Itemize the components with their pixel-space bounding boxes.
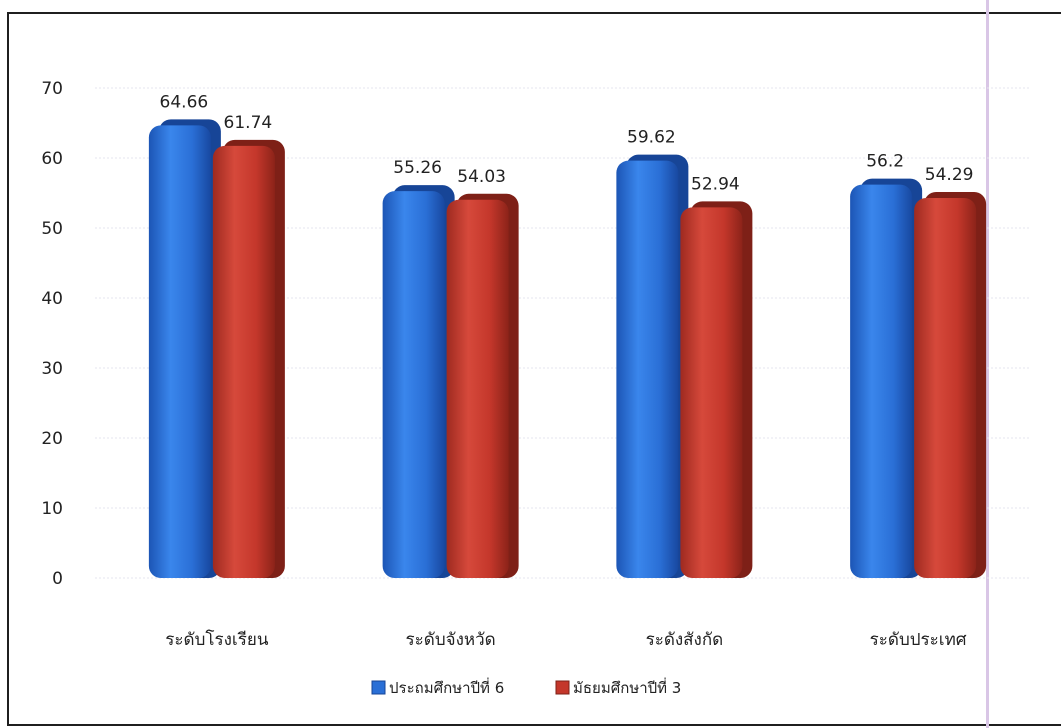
data-label: 61.74 bbox=[224, 113, 273, 133]
y-tick-label: 70 bbox=[41, 79, 63, 99]
legend-swatch bbox=[371, 680, 386, 695]
data-label: 54.29 bbox=[925, 165, 974, 185]
data-label: 64.66 bbox=[160, 92, 209, 112]
bar bbox=[850, 184, 913, 578]
y-tick-label: 50 bbox=[41, 219, 63, 239]
bar bbox=[680, 207, 743, 579]
bar bbox=[616, 160, 679, 578]
data-label: 59.62 bbox=[627, 128, 676, 148]
y-tick-label: 10 bbox=[41, 499, 63, 519]
page-edge-line bbox=[986, 0, 989, 728]
y-tick-label: 20 bbox=[41, 429, 63, 449]
bar bbox=[148, 125, 211, 578]
legend-swatch bbox=[555, 680, 570, 695]
x-category-label: ระดับจังหวัด bbox=[406, 630, 496, 650]
y-tick-label: 60 bbox=[41, 149, 63, 169]
legend-label: มัธยมศึกษาปีที่ 3 bbox=[573, 677, 681, 697]
bar bbox=[914, 197, 977, 578]
bar bbox=[212, 145, 275, 578]
y-tick-label: 30 bbox=[41, 359, 63, 379]
x-category-label: ระดังสังกัด bbox=[646, 630, 724, 650]
data-label: 55.26 bbox=[393, 158, 442, 178]
data-label: 56.2 bbox=[866, 152, 904, 172]
data-label: 54.03 bbox=[457, 167, 506, 187]
chart-frame bbox=[7, 12, 1061, 726]
bar bbox=[382, 191, 445, 578]
legend-label: ประถมศึกษาปีที่ 6 bbox=[389, 677, 504, 697]
y-tick-label: 0 bbox=[52, 569, 63, 589]
y-tick-label: 40 bbox=[41, 289, 63, 309]
data-label: 52.94 bbox=[691, 174, 740, 194]
bar bbox=[446, 199, 509, 579]
x-category-label: ระดับโรงเรียน bbox=[165, 629, 269, 650]
x-category-label: ระดับประเทศ bbox=[870, 630, 967, 650]
